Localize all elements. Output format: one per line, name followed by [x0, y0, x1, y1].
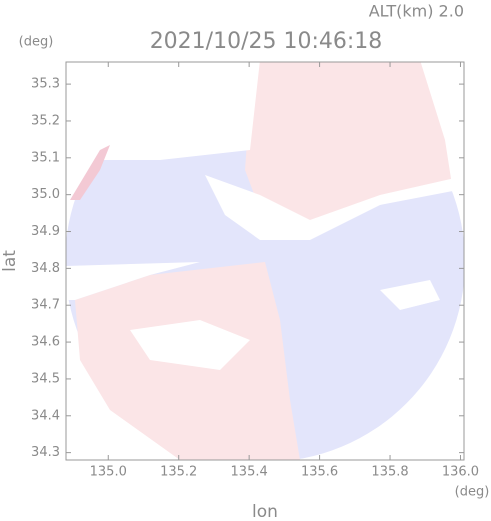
- no-echo: [380, 280, 440, 310]
- y-tick-label: 35.2: [31, 113, 60, 128]
- no-echo: [66, 62, 260, 200]
- x-tick-label: 135.6: [301, 465, 338, 480]
- y-tick-label: 34.6: [31, 335, 60, 350]
- clutter: [70, 145, 110, 200]
- y-tick-label: 34.8: [31, 261, 60, 276]
- x-tick-label: 135.2: [160, 465, 197, 480]
- no-echo: [66, 262, 200, 300]
- y-tick-label: 34.7: [31, 298, 60, 313]
- chart-title: 2021/10/25 10:46:18: [150, 29, 383, 54]
- positive-region: [245, 62, 452, 225]
- y-tick-label: 34.3: [31, 445, 60, 460]
- no-echo: [205, 175, 458, 240]
- radar-field: [66, 62, 464, 460]
- x-axis-label: lon: [252, 502, 278, 521]
- y-tick-label: 34.9: [31, 224, 60, 239]
- plot-frame: [65, 61, 465, 461]
- x-tick-label: 135.4: [231, 465, 268, 480]
- y-tick-label: 35.3: [31, 77, 60, 92]
- altitude: ALT(km) 2.0: [369, 2, 464, 21]
- x-tick-label: 136.0: [442, 465, 479, 480]
- x-tick-label: 135.8: [371, 465, 408, 480]
- y-tick-label: 35.0: [31, 187, 60, 202]
- no-echo: [130, 320, 250, 370]
- x-unit: (deg): [455, 485, 490, 500]
- y-tick-label: 34.4: [31, 408, 60, 423]
- y-tick-label: 35.1: [31, 150, 60, 165]
- y-axis-label: lat: [0, 250, 20, 272]
- x-tick-label: 135.0: [90, 465, 127, 480]
- y-unit: (deg): [19, 35, 54, 50]
- y-tick-label: 34.5: [31, 371, 60, 386]
